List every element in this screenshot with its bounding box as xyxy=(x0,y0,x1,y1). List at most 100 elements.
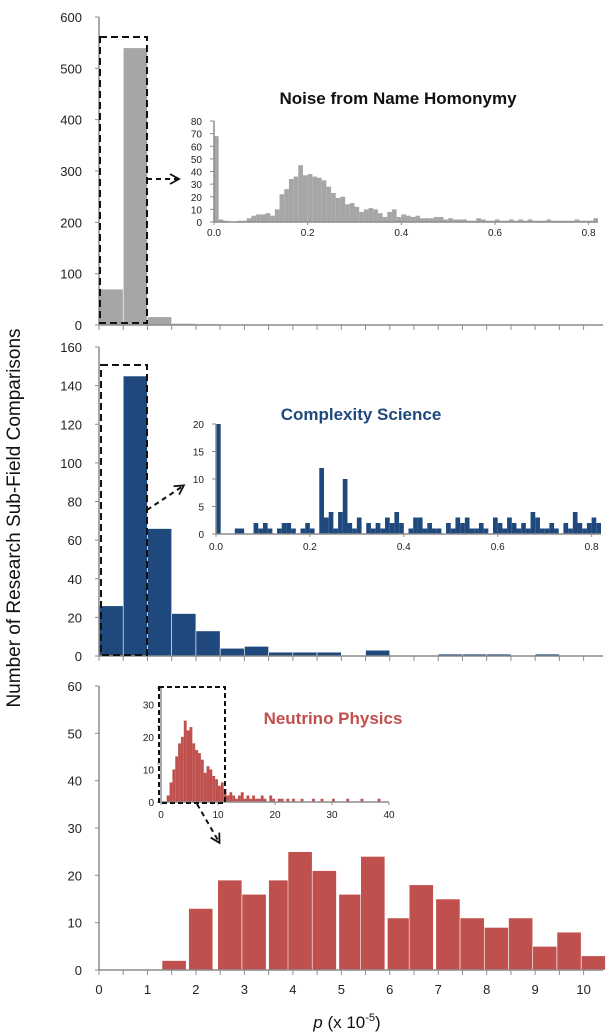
histogram-bar xyxy=(122,47,148,326)
inset-x-tick-label: 0.8 xyxy=(582,228,596,239)
histogram-bar xyxy=(352,528,357,534)
histogram-bar xyxy=(596,523,601,534)
histogram-bar xyxy=(333,528,339,534)
histogram-bars xyxy=(98,375,560,657)
histogram-bar xyxy=(319,468,324,534)
histogram-bar xyxy=(494,219,500,222)
histogram-bar xyxy=(375,523,381,534)
histogram-bar xyxy=(239,528,245,534)
y-tick-label: 160 xyxy=(60,340,82,355)
histogram-bar xyxy=(215,779,218,802)
inset-y-tick-label: 50 xyxy=(191,155,203,166)
histogram-bar xyxy=(98,288,124,326)
histogram-bar xyxy=(234,528,240,534)
histogram-bar xyxy=(502,528,508,534)
histogram-bar xyxy=(360,856,386,971)
histogram-bar xyxy=(434,216,439,222)
histogram-bar xyxy=(300,528,306,534)
histogram-bar xyxy=(326,186,332,222)
histogram-bar xyxy=(340,196,346,222)
y-tick-label: 20 xyxy=(68,610,82,625)
x-axis-label: p (x 10-5) xyxy=(312,1012,380,1032)
histogram-bar xyxy=(212,775,216,802)
histogram-bar xyxy=(161,960,187,971)
inset-y-tick-label: 30 xyxy=(191,180,203,191)
inset-y-tick-label: 5 xyxy=(198,503,204,514)
x-tick-label: 1 xyxy=(144,982,151,997)
histogram-bar xyxy=(511,523,517,534)
histogram-bar xyxy=(424,218,430,222)
histogram-bar xyxy=(147,528,172,657)
histogram-bar xyxy=(214,136,219,222)
histogram-bar xyxy=(331,192,336,222)
histogram-bar xyxy=(260,214,266,222)
histogram-bar xyxy=(284,189,289,222)
histogram-bar xyxy=(546,219,552,222)
histogram-bar xyxy=(188,908,214,971)
inset-axes xyxy=(210,120,598,225)
histogram-bar xyxy=(354,206,360,222)
histogram-bar xyxy=(243,798,247,802)
histogram-bar xyxy=(292,798,295,802)
histogram-bar xyxy=(320,798,324,802)
histogram-bar xyxy=(267,528,273,534)
histogram-bar xyxy=(345,204,350,222)
histogram-bar xyxy=(544,528,550,534)
histogram-bar xyxy=(178,743,181,802)
histogram-bar xyxy=(195,749,199,802)
histogram-bar xyxy=(389,523,395,534)
histogram-bar xyxy=(312,798,315,802)
y-tick-label: 40 xyxy=(68,774,82,789)
histogram-bar xyxy=(302,175,308,222)
inset-y-tick-label: 20 xyxy=(193,420,205,431)
histogram-bar xyxy=(556,931,582,971)
histogram-bar xyxy=(568,528,573,534)
inset-y-tick-label: 80 xyxy=(191,117,203,128)
inset-y-tick-label: 40 xyxy=(191,168,203,179)
histogram-bar xyxy=(279,194,285,222)
x-tick-label: 8 xyxy=(483,982,490,997)
histogram-bar xyxy=(420,218,425,222)
y-tick-label: 120 xyxy=(60,417,82,432)
histogram-bar xyxy=(272,798,275,802)
histogram-bar xyxy=(476,218,481,222)
highlight-box xyxy=(158,686,226,804)
histogram-bar xyxy=(226,795,230,802)
histogram-bar xyxy=(377,798,381,802)
y-tick-label: 600 xyxy=(60,10,82,25)
histogram-bar xyxy=(232,795,236,802)
histogram-bar xyxy=(219,647,245,657)
histogram-bar xyxy=(530,512,536,534)
histogram-bar xyxy=(455,517,461,534)
histogram-bar xyxy=(460,523,465,534)
inset-histogram-bars xyxy=(214,136,598,222)
inset-y-tick-label: 20 xyxy=(143,733,155,744)
histogram-bar xyxy=(427,523,432,534)
inset-y-tick-label: 15 xyxy=(193,448,205,459)
histogram-bar xyxy=(365,649,391,657)
inset-histogram-bars xyxy=(216,424,601,534)
histogram-bar xyxy=(269,795,273,802)
y-tick-label: 0 xyxy=(75,318,82,333)
inset-y-tick-label: 20 xyxy=(191,193,203,204)
histogram-bar xyxy=(274,209,280,222)
histogram-bar xyxy=(591,517,597,534)
histogram-bar xyxy=(253,523,259,534)
histogram-bar xyxy=(346,798,350,802)
inset-y-tick-label: 60 xyxy=(191,142,203,153)
panel-complexity-science: 0 20 40 60 80 100 120 140 160 Complexity… xyxy=(60,340,603,664)
y-tick-label: 100 xyxy=(60,456,82,471)
histogram-bar xyxy=(459,917,485,971)
histogram-bar xyxy=(277,798,281,802)
histogram-bar xyxy=(166,795,170,802)
y-tick-labels: 0 10 20 30 40 50 60 xyxy=(68,679,82,978)
inset-x-tick-label: 0.6 xyxy=(488,228,502,239)
y-tick-label: 80 xyxy=(68,495,82,510)
inset-y-tick-label: 0 xyxy=(148,798,154,809)
inset-x-tick-label: 0.2 xyxy=(303,542,317,553)
histogram-bar xyxy=(563,523,569,534)
histogram-bar xyxy=(249,798,253,802)
histogram-bar xyxy=(286,523,292,534)
histogram-bar xyxy=(175,756,179,802)
histogram-bar xyxy=(262,523,268,534)
